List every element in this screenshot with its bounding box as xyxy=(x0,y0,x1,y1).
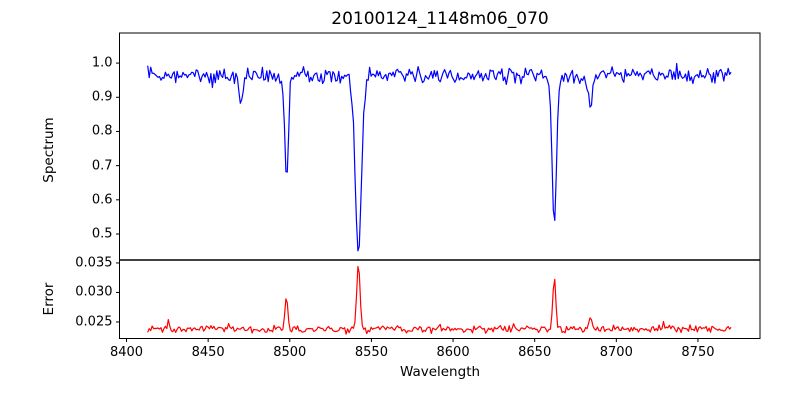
error-y-tick-label: 0.030 xyxy=(75,284,113,300)
spectrum-y-tick-label: 0.8 xyxy=(91,123,113,139)
spectrum-y-tick-label: 0.7 xyxy=(91,158,113,174)
x-tick-label: 8700 xyxy=(599,345,633,360)
x-axis-label: Wavelength xyxy=(399,364,481,380)
error-y-axis-label: Error xyxy=(41,282,57,316)
error-y-tick-label: 0.025 xyxy=(75,314,113,330)
spectrum-y-tick-label: 0.5 xyxy=(91,226,113,242)
spectrum-line xyxy=(147,62,732,252)
x-tick-label: 8450 xyxy=(191,345,225,360)
spectrum-y-tick-label: 0.6 xyxy=(91,192,113,208)
x-tick-label: 8550 xyxy=(354,345,388,360)
x-tick-label: 8500 xyxy=(273,345,307,360)
spectrum-y-tick-label: 0.9 xyxy=(91,89,113,105)
spectrum-y-axis-label: Spectrum xyxy=(41,117,57,183)
spectrum-axes-spine xyxy=(119,32,761,261)
x-tick-label: 8600 xyxy=(436,345,470,360)
x-tick-label: 8750 xyxy=(681,345,715,360)
x-tick-label: 8400 xyxy=(109,345,144,360)
x-tick-label: 8650 xyxy=(518,345,552,360)
plot-title: 20100124_1148m06_070 xyxy=(331,9,549,29)
error-y-tick-label: 0.035 xyxy=(75,255,113,271)
spectrum-y-tick-label: 1.0 xyxy=(91,55,113,71)
error-line xyxy=(147,265,732,335)
error-axes-spine xyxy=(119,259,761,339)
